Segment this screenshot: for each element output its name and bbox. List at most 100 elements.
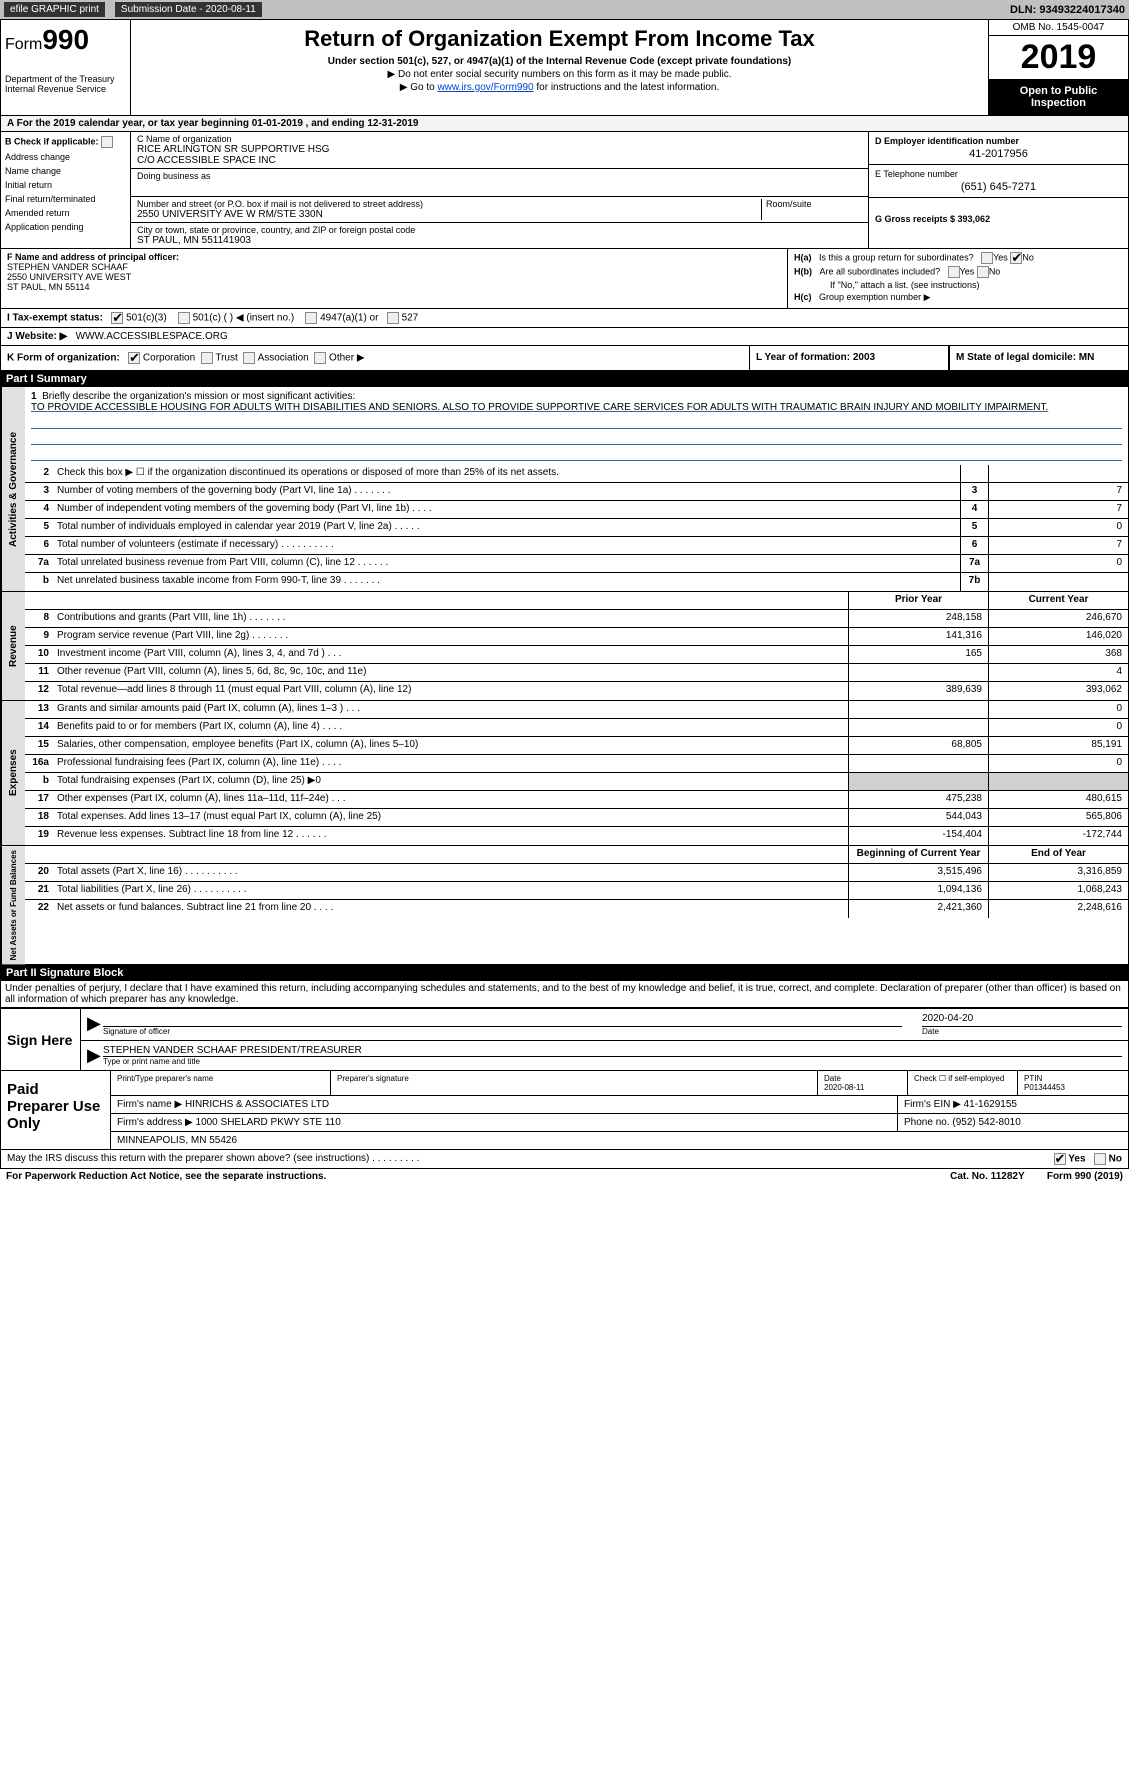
irs-link[interactable]: www.irs.gov/Form990 (437, 82, 533, 93)
org-name-cell: C Name of organization RICE ARLINGTON SR… (131, 132, 868, 169)
arrow-icon: ▶ (87, 1045, 103, 1066)
side-expenses: Expenses (1, 701, 25, 845)
chk-hb-no[interactable] (977, 266, 989, 278)
box-b-title: B Check if applicable: (5, 136, 126, 148)
chk-pending: Application pending (5, 222, 126, 232)
chk-applicable[interactable] (101, 136, 113, 148)
side-governance: Activities & Governance (1, 387, 25, 591)
table-row: 8Contributions and grants (Part VIII, li… (25, 610, 1128, 628)
table-row: 14Benefits paid to or for members (Part … (25, 719, 1128, 737)
officer-city: ST PAUL, MN 55114 (7, 282, 90, 292)
table-row: bNet unrelated business taxable income f… (25, 573, 1128, 591)
chk-amended: Amended return (5, 208, 126, 218)
table-row: 20Total assets (Part X, line 16) . . . .… (25, 864, 1128, 882)
chk-assoc[interactable] (243, 352, 255, 364)
row-i-tax-status: I Tax-exempt status: 501(c)(3) 501(c) ( … (0, 309, 1129, 328)
chk-ha-no[interactable] (1010, 252, 1022, 264)
address-block: B Check if applicable: Address change Na… (0, 132, 1129, 249)
sign-here-block: Sign Here ▶ Signature of officer 2020-04… (0, 1008, 1129, 1071)
table-row: 13Grants and similar amounts paid (Part … (25, 701, 1128, 719)
chk-corp[interactable] (128, 352, 140, 364)
summary-revenue: Revenue Prior YearCurrent Year 8Contribu… (0, 592, 1129, 701)
chk-name-change: Name change (5, 166, 126, 176)
chk-trust[interactable] (201, 352, 213, 364)
table-row: 18Total expenses. Add lines 13–17 (must … (25, 809, 1128, 827)
org-street: 2550 UNIVERSITY AVE W RM/STE 330N (137, 209, 761, 220)
dln-label: DLN: 93493224017340 (1010, 4, 1125, 16)
form-header: Form990 Department of the Treasury Inter… (0, 19, 1129, 116)
table-row: 10Investment income (Part VIII, column (… (25, 646, 1128, 664)
org-co: C/O ACCESSIBLE SPACE INC (137, 155, 862, 166)
gross-cell: G Gross receipts $ 393,062 (869, 198, 1128, 228)
chk-501c3[interactable] (111, 312, 123, 324)
submission-btn[interactable]: Submission Date - 2020-08-11 (115, 2, 262, 17)
part2-header: Part II Signature Block (0, 965, 1129, 981)
table-row: 2Check this box ▶ ☐ if the organization … (25, 465, 1128, 483)
officer-street: 2550 UNIVERSITY AVE WEST (7, 272, 131, 282)
dept-label: Department of the Treasury Internal Reve… (5, 74, 126, 94)
topbar: efile GRAPHIC print Submission Date - 20… (0, 0, 1129, 19)
row-j-website: J Website: ▶ WWW.ACCESSIBLESPACE.ORG (0, 328, 1129, 346)
table-row: 16aProfessional fundraising fees (Part I… (25, 755, 1128, 773)
firm-city: MINNEAPOLIS, MN 55426 (111, 1132, 1128, 1149)
chk-527[interactable] (387, 312, 399, 324)
chk-other[interactable] (314, 352, 326, 364)
firm-address: Firm's address ▶ 1000 SHELARD PKWY STE 1… (111, 1114, 898, 1131)
sig-date: 2020-04-20 (922, 1013, 1122, 1027)
form-number: Form990 (5, 24, 126, 56)
firm-phone: Phone no. (952) 542-8010 (898, 1114, 1128, 1131)
bottom-note: For Paperwork Reduction Act Notice, see … (0, 1169, 1129, 1184)
side-revenue: Revenue (1, 592, 25, 700)
table-row: 7aTotal unrelated business revenue from … (25, 555, 1128, 573)
side-netassets: Net Assets or Fund Balances (1, 846, 25, 964)
table-row: 15Salaries, other compensation, employee… (25, 737, 1128, 755)
table-row: 11Other revenue (Part VIII, column (A), … (25, 664, 1128, 682)
chk-discuss-no[interactable] (1094, 1153, 1106, 1165)
row-k-org-form: K Form of organization: Corporation Trus… (0, 346, 749, 371)
efile-btn[interactable]: efile GRAPHIC print (4, 2, 105, 17)
tel-cell: E Telephone number (651) 645-7271 (869, 165, 1128, 198)
org-city: ST PAUL, MN 551141903 (137, 235, 862, 246)
table-row: 3Number of voting members of the governi… (25, 483, 1128, 501)
website-value: WWW.ACCESSIBLESPACE.ORG (76, 331, 228, 342)
org-name: RICE ARLINGTON SR SUPPORTIVE HSG (137, 144, 862, 155)
chk-discuss-yes[interactable] (1054, 1153, 1066, 1165)
summary-netassets: Net Assets or Fund Balances Beginning of… (0, 846, 1129, 965)
chk-initial: Initial return (5, 180, 126, 190)
paid-preparer-label: Paid Preparer Use Only (1, 1071, 111, 1149)
table-row: 17Other expenses (Part IX, column (A), l… (25, 791, 1128, 809)
chk-501c[interactable] (178, 312, 190, 324)
officer-typed-name: STEPHEN VANDER SCHAAF PRESIDENT/TREASURE… (103, 1045, 1122, 1057)
omb-number: OMB No. 1545-0047 (989, 20, 1128, 36)
ptin-value: P01344453 (1024, 1083, 1065, 1092)
chk-final: Final return/terminated (5, 194, 126, 204)
ein-cell: D Employer identification number 41-2017… (869, 132, 1128, 165)
mission-row: 1 Briefly describe the organization's mi… (25, 387, 1128, 465)
chk-hb-yes[interactable] (948, 266, 960, 278)
perjury-text: Under penalties of perjury, I declare th… (0, 981, 1129, 1008)
table-row: 4Number of independent voting members of… (25, 501, 1128, 519)
form-title: Return of Organization Exempt From Incom… (137, 26, 982, 52)
row-l: L Year of formation: 2003 (749, 346, 949, 371)
tax-year: 2019 (989, 36, 1128, 79)
chk-addr-change: Address change (5, 152, 126, 162)
officer-name: STEPHEN VANDER SCHAAF (7, 262, 128, 272)
table-row: bTotal fundraising expenses (Part IX, co… (25, 773, 1128, 791)
sign-here-label: Sign Here (1, 1009, 81, 1070)
table-row: 6Total number of volunteers (estimate if… (25, 537, 1128, 555)
tel-value: (651) 645-7271 (875, 181, 1122, 193)
dba-cell: Doing business as (131, 169, 868, 197)
ein-value: 41-2017956 (875, 148, 1122, 160)
row-a-calendar: A For the 2019 calendar year, or tax yea… (0, 116, 1129, 132)
paid-preparer-block: Paid Preparer Use Only Print/Type prepar… (0, 1071, 1129, 1150)
chk-ha-yes[interactable] (981, 252, 993, 264)
chk-4947[interactable] (305, 312, 317, 324)
open-public: Open to Public Inspection (989, 79, 1128, 115)
table-row: 9Program service revenue (Part VIII, lin… (25, 628, 1128, 646)
table-row: 12Total revenue—add lines 8 through 11 (… (25, 682, 1128, 700)
street-cell: Number and street (or P.O. box if mail i… (131, 197, 868, 223)
summary-expenses: Expenses 13Grants and similar amounts pa… (0, 701, 1129, 846)
part1-header: Part I Summary (0, 371, 1129, 387)
table-row: 5Total number of individuals employed in… (25, 519, 1128, 537)
arrow-icon: ▶ (87, 1013, 103, 1036)
